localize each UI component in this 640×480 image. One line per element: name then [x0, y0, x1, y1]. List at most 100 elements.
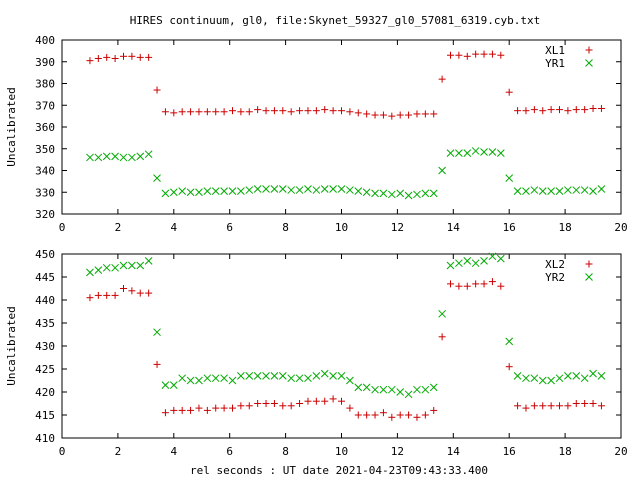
data-point [581, 400, 589, 407]
x-axis-label: rel seconds : UT date 2021-04-23T09:43:3… [190, 464, 488, 477]
data-point [237, 402, 245, 410]
data-point [203, 108, 211, 116]
data-point [480, 148, 488, 156]
data-point [421, 189, 430, 198]
data-point [547, 376, 555, 385]
data-point [136, 261, 145, 270]
legend-marker [585, 273, 593, 281]
y-axis-label: Uncalibrated [5, 306, 18, 385]
data-point [245, 402, 253, 410]
data-point [522, 374, 530, 383]
data-point [94, 54, 102, 62]
data-point [86, 268, 94, 277]
data-point [320, 369, 329, 378]
y-tick-label: 445 [35, 271, 55, 284]
data-point [371, 411, 379, 419]
data-point [203, 406, 211, 414]
data-point [321, 397, 329, 405]
data-point [320, 185, 329, 193]
data-point [312, 397, 320, 405]
data-point [405, 111, 413, 119]
data-point [379, 409, 387, 417]
data-point [103, 53, 111, 61]
data-point [388, 112, 396, 120]
data-point [211, 187, 220, 196]
data-point [471, 147, 480, 155]
data-point [555, 187, 564, 196]
plot-frame [61, 253, 622, 439]
data-point [119, 285, 127, 292]
data-point [321, 106, 329, 114]
data-point [312, 107, 320, 115]
data-point [136, 152, 145, 161]
data-point [270, 372, 279, 380]
data-point [270, 185, 279, 193]
data-point [270, 107, 278, 115]
data-point [589, 369, 597, 378]
data-point [354, 383, 363, 392]
data-point [186, 376, 195, 385]
data-point [312, 186, 321, 194]
data-point [572, 186, 581, 194]
data-point [203, 187, 212, 196]
x-tick-label: 12 [391, 445, 404, 458]
data-point [396, 111, 404, 119]
data-point [220, 108, 228, 116]
data-point [362, 188, 371, 197]
data-point [228, 376, 237, 385]
data-point [203, 374, 212, 383]
data-point [488, 252, 497, 261]
data-point [564, 186, 572, 194]
data-point [111, 263, 119, 272]
data-point [505, 174, 514, 182]
data-point [253, 372, 262, 380]
data-point [187, 406, 195, 414]
data-point [581, 106, 589, 114]
data-point [455, 51, 463, 59]
data-point [128, 52, 136, 60]
data-point [430, 406, 438, 414]
data-point [413, 413, 421, 421]
data-point [354, 187, 363, 196]
data-point [496, 254, 505, 263]
data-point [538, 376, 547, 385]
data-point [254, 106, 262, 114]
y-tick-label: 380 [35, 78, 55, 91]
data-point [220, 404, 228, 412]
data-point [86, 294, 94, 302]
data-point [530, 106, 538, 114]
data-point [102, 263, 111, 272]
y-tick-label: 425 [35, 363, 55, 376]
data-point [572, 400, 580, 407]
data-point [455, 282, 463, 290]
data-point [94, 291, 102, 299]
data-point [296, 400, 304, 407]
data-point [505, 88, 513, 96]
data-point [102, 152, 111, 161]
data-point [564, 372, 572, 380]
data-point [86, 153, 94, 162]
data-point [455, 259, 463, 268]
data-point [480, 280, 488, 288]
data-point [220, 374, 228, 383]
data-point [589, 105, 597, 113]
data-point [111, 54, 119, 62]
y-tick-label: 430 [35, 340, 55, 353]
data-point [119, 52, 127, 60]
x-tick-label: 10 [335, 221, 348, 234]
data-point [270, 400, 278, 407]
legend-marker [585, 46, 593, 54]
x-tick-label: 20 [614, 445, 627, 458]
legend-label: YR2 [545, 271, 565, 284]
data-point [530, 402, 538, 410]
data-point [564, 402, 572, 410]
data-point [262, 107, 270, 115]
x-tick-label: 8 [282, 221, 289, 234]
data-point [455, 149, 463, 157]
data-point [539, 107, 547, 115]
data-point [119, 261, 128, 270]
data-point [169, 381, 178, 389]
figure-title: HIRES continuum, gl0, file:Skynet_59327_… [130, 14, 541, 27]
data-point [471, 259, 480, 268]
